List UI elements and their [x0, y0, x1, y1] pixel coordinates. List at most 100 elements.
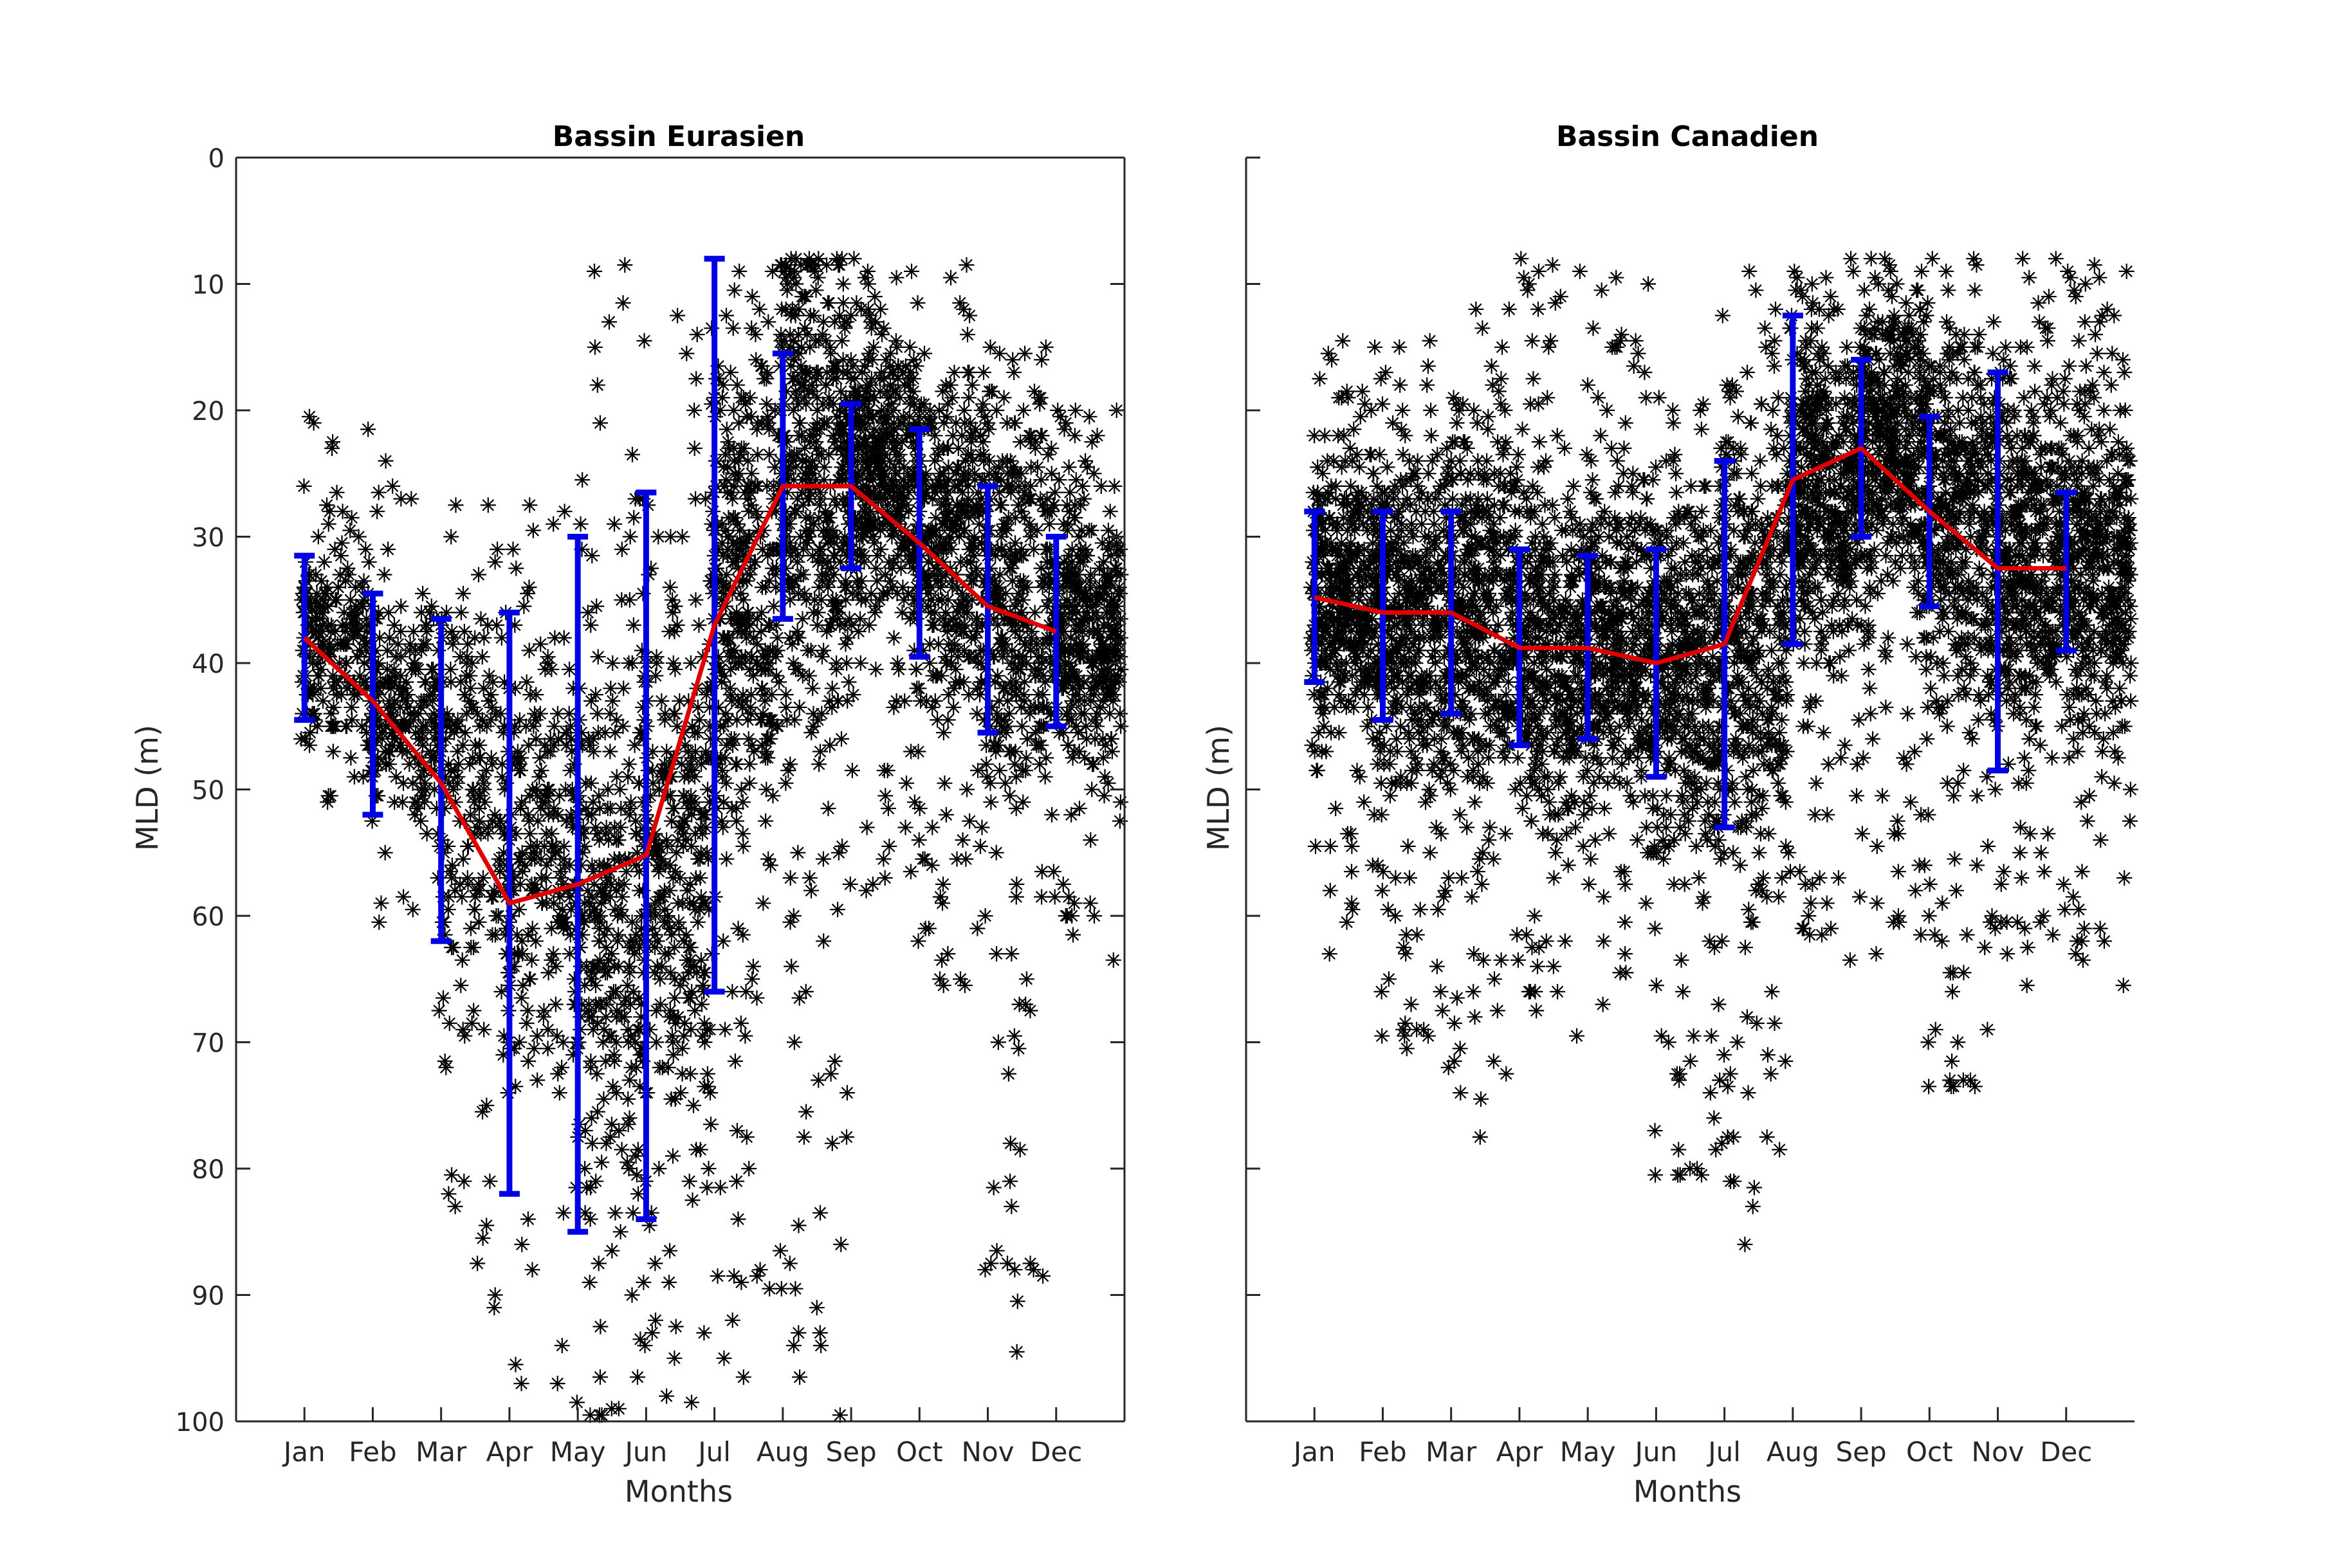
scatter-point	[734, 655, 750, 671]
scatter-point	[507, 718, 523, 734]
scatter-point	[1493, 370, 1509, 387]
scatter-point	[554, 1338, 570, 1354]
scatter-point	[1325, 516, 1341, 532]
scatter-point	[378, 453, 394, 469]
scatter-point	[1074, 478, 1090, 494]
scatter-point	[513, 750, 529, 766]
scatter-point	[1017, 478, 1033, 494]
scatter-point	[867, 535, 882, 551]
scatter-point	[955, 484, 970, 500]
scatter-point	[621, 655, 637, 671]
scatter-point	[533, 636, 549, 652]
scatter-point	[666, 1350, 683, 1366]
scatter-point	[1078, 542, 1094, 558]
scatter-point	[905, 370, 921, 387]
scatter-point	[1112, 794, 1128, 810]
scatter-point	[715, 794, 731, 810]
scatter-point	[513, 794, 529, 810]
scatter-point	[854, 529, 870, 545]
scatter-point	[1081, 408, 1097, 424]
scatter-point	[873, 491, 889, 507]
scatter-point	[662, 579, 678, 596]
scatter-point	[1326, 453, 1342, 469]
scatter-point	[439, 605, 454, 621]
scatter-point	[918, 579, 934, 596]
scatter-point	[825, 358, 841, 374]
scatter-point	[607, 516, 622, 532]
scatter-point	[1007, 756, 1023, 772]
scatter-point	[1004, 1198, 1020, 1214]
scatter-point	[1343, 826, 1359, 842]
scatter-point	[1061, 504, 1078, 520]
scatter-point	[1462, 542, 1478, 558]
scatter-point	[791, 1217, 807, 1234]
scatter-point	[1310, 491, 1326, 507]
scatter-point	[778, 542, 794, 558]
scatter-point	[952, 504, 968, 520]
scatter-point	[849, 295, 865, 311]
scatter-point	[1344, 895, 1360, 911]
scatter-point	[701, 1161, 717, 1176]
scatter-point	[394, 687, 410, 703]
scatter-point	[726, 282, 742, 298]
scatter-point	[727, 1053, 743, 1069]
scatter-point	[1105, 952, 1121, 968]
scatter-point	[1089, 623, 1105, 639]
scatter-point	[935, 978, 951, 994]
scatter-point	[782, 630, 798, 646]
scatter-point	[911, 832, 927, 848]
scatter-point	[915, 851, 931, 867]
scatter-point	[1091, 630, 1106, 646]
y-tick-label: 60	[192, 902, 225, 932]
scatter-point	[1460, 750, 1476, 766]
scatter-point	[587, 908, 603, 924]
scatter-point	[1403, 996, 1419, 1012]
scatter-point	[540, 965, 556, 981]
scatter-point	[1346, 421, 1362, 437]
scatter-point	[1406, 636, 1422, 652]
scatter-point	[778, 269, 794, 286]
scatter-point	[349, 649, 365, 665]
scatter-point	[724, 693, 740, 709]
scatter-point	[520, 737, 537, 753]
scatter-point	[1084, 781, 1100, 798]
scatter-point	[1009, 876, 1025, 892]
scatter-point	[472, 788, 488, 804]
scatter-point	[423, 743, 438, 760]
scatter-point	[318, 585, 334, 601]
scatter-point	[540, 1041, 556, 1057]
scatter-point	[1491, 712, 1507, 728]
scatter-point	[835, 466, 851, 482]
scatter-point	[936, 415, 952, 431]
scatter-point	[1479, 453, 1495, 469]
scatter-point	[908, 592, 924, 608]
scatter-point	[610, 876, 627, 892]
scatter-point	[821, 396, 837, 412]
scatter-point	[1437, 668, 1453, 684]
scatter-point	[1007, 415, 1023, 431]
scatter-point	[783, 339, 799, 355]
scatter-point	[1011, 996, 1027, 1012]
scatter-point	[980, 415, 996, 431]
scatter-point	[899, 775, 914, 791]
scatter-point	[753, 712, 769, 728]
scatter-point	[1334, 535, 1350, 551]
x-tick-label: Dec	[1030, 1436, 1082, 1468]
scatter-point	[378, 718, 394, 734]
scatter-point	[591, 996, 607, 1012]
scatter-point	[1002, 1173, 1018, 1189]
scatter-point	[335, 617, 351, 633]
scatter-point	[798, 365, 814, 380]
scatter-point	[1336, 617, 1352, 633]
scatter-point	[466, 1003, 482, 1019]
scatter-point	[954, 428, 970, 444]
y-tick-label: 10	[192, 271, 225, 300]
scatter-point	[670, 895, 686, 911]
scatter-point	[1480, 421, 1496, 437]
scatter-point	[471, 801, 487, 816]
scatter-point	[1381, 548, 1397, 563]
scatter-point	[1401, 453, 1417, 469]
scatter-point	[562, 718, 578, 734]
scatter-point	[1007, 535, 1024, 551]
x-tick-label: Apr	[486, 1436, 533, 1468]
